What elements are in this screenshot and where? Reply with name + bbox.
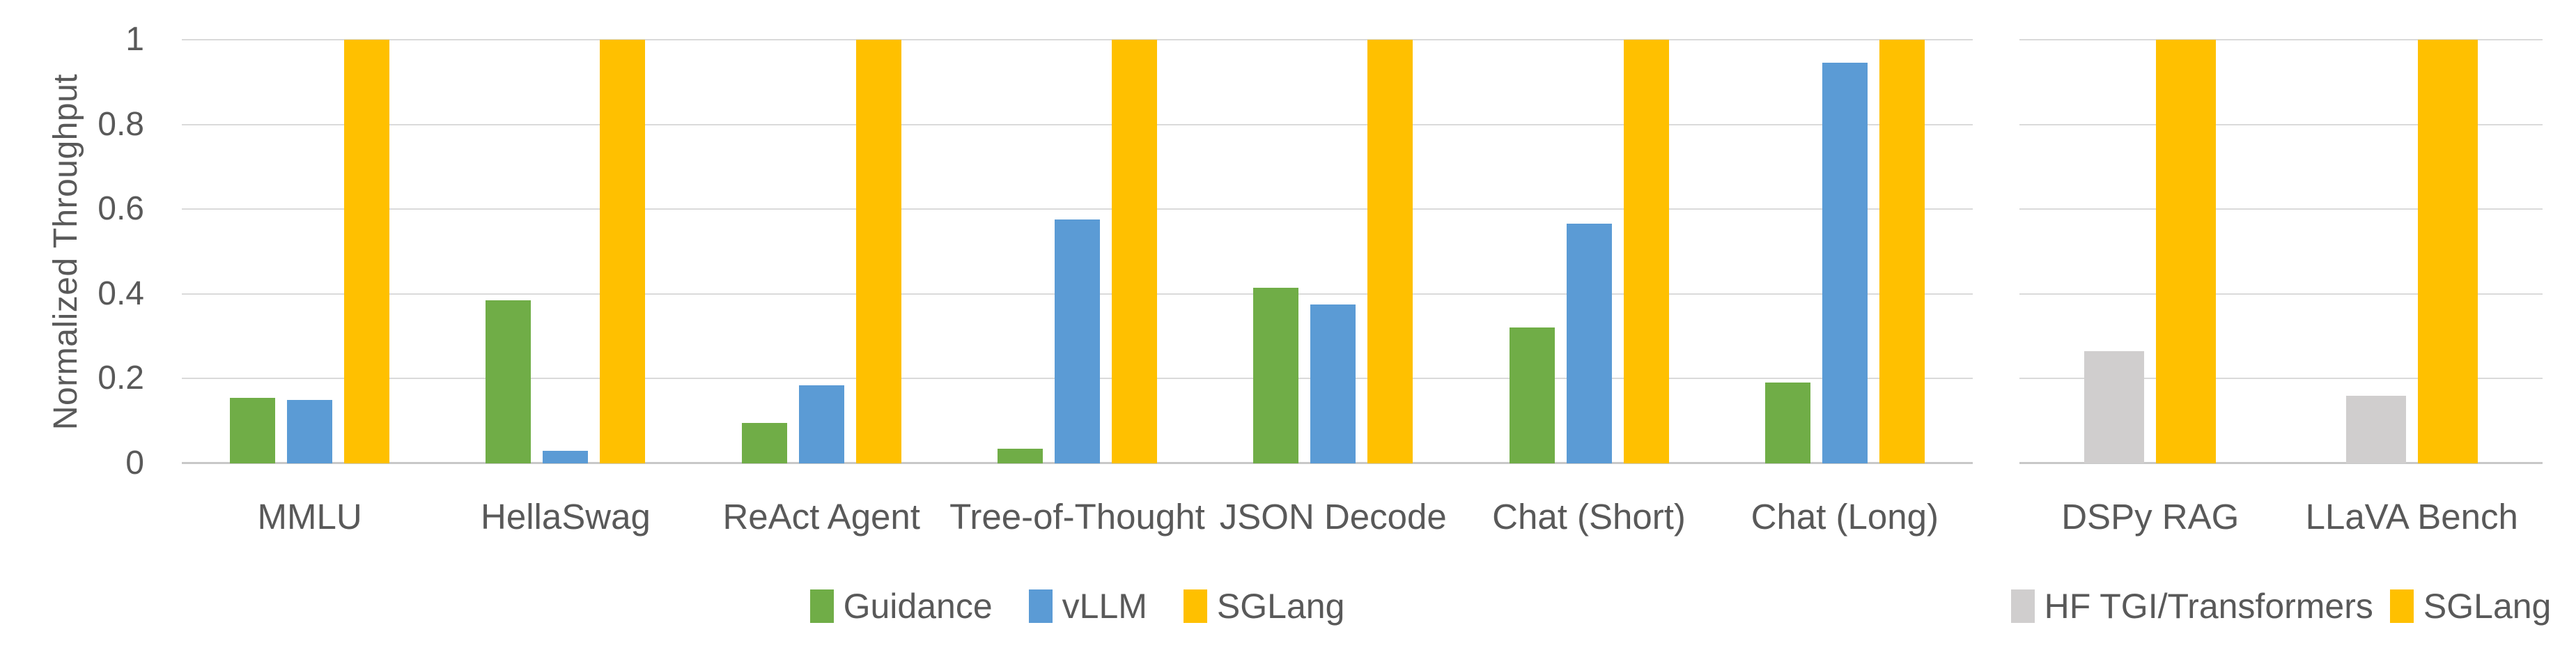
- bar-sglang-json-decode: [1367, 40, 1413, 463]
- legend-label-sglang: SGLang: [1216, 587, 1345, 626]
- bar-vllm-mmlu: [287, 400, 333, 463]
- y-tick-label-0.2: 0.2: [98, 360, 144, 397]
- bar-guidance-hellaswag: [486, 300, 532, 463]
- right-chart-category-labels: DSPy RAG LLaVA Bench: [2019, 496, 2543, 538]
- legend-item-sglang: SGLang: [2389, 586, 2552, 626]
- category-label-json-decode: JSON Decode: [1219, 497, 1447, 537]
- right-chart-plot-area: [2019, 39, 2543, 464]
- category-label-react-agent: ReAct Agent: [722, 497, 920, 537]
- legend-swatch-guidance: [809, 589, 834, 623]
- bar-vllm-chat-short: [1566, 224, 1612, 463]
- x-axis-line: [2019, 462, 2543, 464]
- bar-group-tree-of-thought: [949, 40, 1205, 463]
- bar-sglang-chat-short: [1623, 40, 1669, 463]
- category-label-hellaswag: HellaSwag: [481, 497, 651, 537]
- gridline-0.8: [182, 123, 1973, 125]
- bar-sglang-llava-bench: [2417, 40, 2478, 463]
- legend-item-sglang: SGLang: [1183, 586, 1345, 626]
- bar-sglang-chat-long: [1879, 40, 1925, 463]
- bar-sglang-hellaswag: [600, 40, 646, 463]
- left-chart-plot-area: [182, 39, 1973, 464]
- left-chart-category-labels: MMLU HellaSwag ReAct Agent Tree-of-Thought J…: [182, 496, 1973, 538]
- category-label-dspy-rag: DSPy RAG: [2061, 497, 2240, 537]
- category-label-mmlu: MMLU: [257, 497, 362, 537]
- bar-group-json-decode: [1205, 40, 1461, 463]
- bar-group-react-agent: [694, 40, 949, 463]
- category-label-chat-short: Chat (Short): [1492, 497, 1686, 537]
- bar-group-mmlu: [182, 40, 437, 463]
- bar-sglang-mmlu: [344, 40, 390, 463]
- y-tick-label-0.4: 0.4: [98, 275, 144, 312]
- legend-label-sglang: SGLang: [2423, 587, 2552, 626]
- legend-swatch-vllm: [1028, 589, 1053, 623]
- bar-vllm-chat-long: [1822, 63, 1868, 463]
- bar-guidance-json-decode: [1253, 288, 1299, 463]
- category-label-chat-long: Chat (Long): [1751, 497, 1939, 537]
- bar-vllm-hellaswag: [543, 451, 589, 463]
- category-label-tree-of-thought: Tree-of-Thought: [949, 497, 1205, 537]
- bar-vllm-json-decode: [1310, 304, 1356, 463]
- legend-swatch-hf-tgi-transformers: [2010, 589, 2035, 623]
- bar-group-llava-bench: [2281, 40, 2543, 463]
- y-axis-tick-labels: 1 0.8 0.6 0.4 0.2 0: [0, 22, 144, 481]
- bar-sglang-react-agent: [855, 40, 901, 463]
- bar-guidance-mmlu: [230, 398, 276, 463]
- bar-group-chat-short: [1461, 40, 1716, 463]
- right-chart-legend: HF TGI/Transformers SGLang: [2010, 587, 2551, 626]
- bar-guidance-tree-of-thought: [997, 449, 1043, 463]
- bar-vllm-tree-of-thought: [1054, 219, 1100, 463]
- gridline-1: [182, 39, 1973, 40]
- legend-swatch-sglang: [2389, 589, 2414, 623]
- legend-item-guidance: Guidance: [809, 586, 993, 626]
- category-label-llava-bench: LLaVA Bench: [2305, 497, 2518, 537]
- gridline-0.4: [2019, 293, 2543, 295]
- bar-group-hellaswag: [437, 40, 693, 463]
- y-tick-label-0.8: 0.8: [98, 105, 144, 143]
- legend-label-vllm: vLLM: [1062, 587, 1147, 626]
- gridline-0.2: [2019, 378, 2543, 380]
- bar-sglang-dspy-rag: [2156, 40, 2217, 463]
- legend-item-vllm: vLLM: [1028, 586, 1147, 626]
- legend-label-guidance: Guidance: [843, 587, 993, 626]
- bar-vllm-react-agent: [798, 385, 844, 463]
- bar-group-dspy-rag: [2019, 40, 2281, 463]
- bar-hf-tgi-transformers-dspy-rag: [2084, 351, 2145, 463]
- y-tick-label-0: 0: [125, 445, 144, 481]
- bar-sglang-tree-of-thought: [1111, 40, 1157, 463]
- legend-label-hf-tgi-transformers: HF TGI/Transformers: [2044, 587, 2373, 626]
- gridline-0.8: [2019, 123, 2543, 125]
- left-chart-legend: Guidance vLLM SGLang: [182, 587, 1973, 626]
- bar-guidance-react-agent: [741, 423, 787, 463]
- gridline-0.6: [182, 208, 1973, 210]
- legend-item-hf-tgi-transformers: HF TGI/Transformers: [2010, 586, 2373, 626]
- gridline-0.6: [2019, 208, 2543, 210]
- bar-guidance-chat-short: [1509, 327, 1555, 463]
- gridline-1: [2019, 39, 2543, 40]
- y-tick-label-1: 1: [125, 21, 144, 58]
- bar-group-chat-long: [1717, 40, 1973, 463]
- bar-guidance-chat-long: [1764, 383, 1810, 463]
- bar-hf-tgi-transformers-llava-bench: [2345, 396, 2406, 463]
- legend-swatch-sglang: [1183, 589, 1207, 623]
- y-tick-label-0.6: 0.6: [98, 190, 144, 228]
